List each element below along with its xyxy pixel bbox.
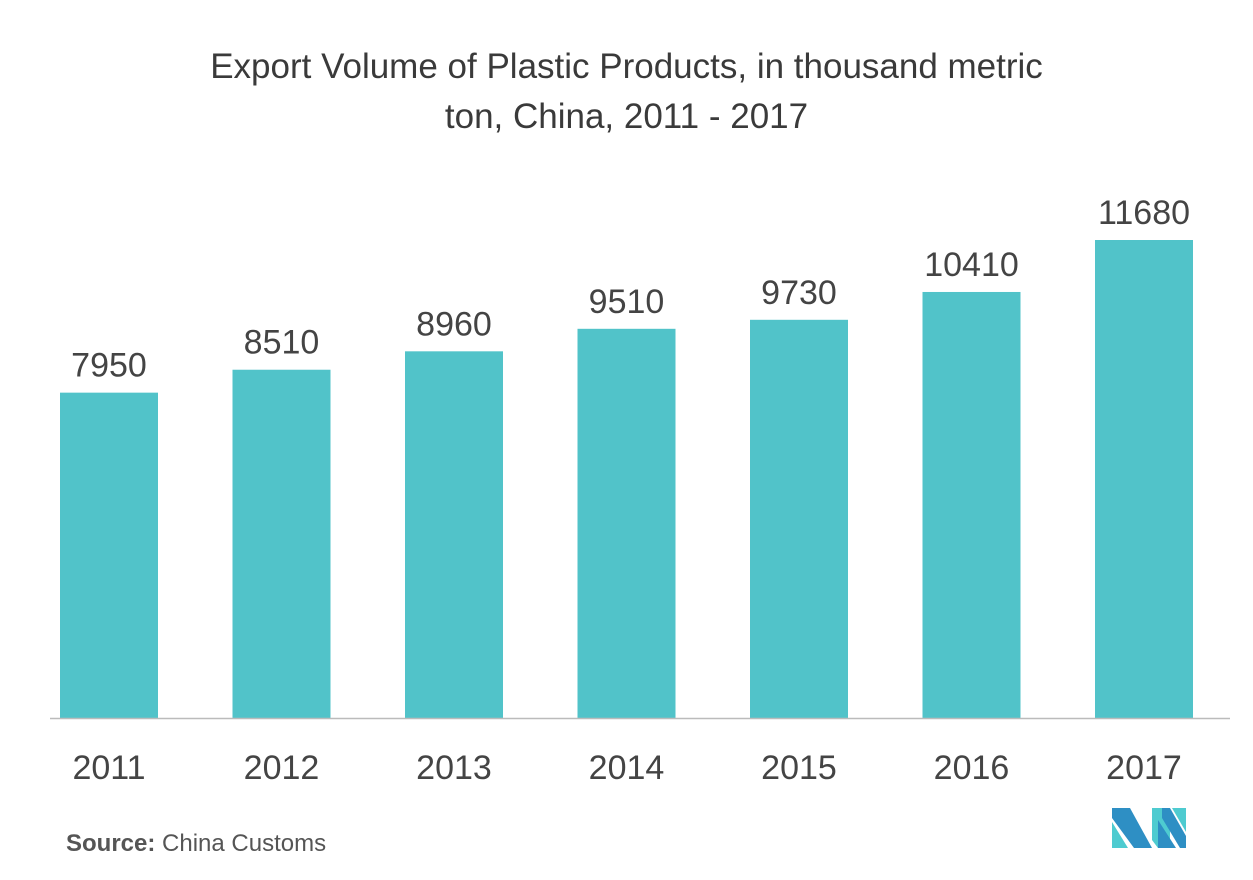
x-tick-label-2015: 2015: [761, 749, 837, 787]
bar-2015: [750, 319, 848, 718]
chart-title: Export Volume of Plastic Products, in th…: [0, 42, 1253, 142]
bar-2014: [577, 328, 676, 718]
source-note: Source: China Customs: [66, 830, 326, 858]
bar-2013: [405, 351, 503, 718]
bar-2011: [60, 392, 158, 718]
source-label: Source:: [66, 830, 156, 857]
data-label-2012: 8510: [244, 324, 320, 362]
mordor-logo-icon: [1112, 808, 1186, 848]
chart-title-line2: ton, China, 2011 - 2017: [444, 97, 809, 136]
source-text: China Customs: [162, 830, 327, 857]
data-label-2014: 9510: [589, 283, 665, 321]
bar-2012: [232, 369, 331, 718]
chart-title-line1: Export Volume of Plastic Products, in th…: [210, 47, 1043, 86]
data-label-2016: 10410: [924, 246, 1019, 284]
data-label-2011: 7950: [71, 347, 147, 385]
data-label-2015: 9730: [761, 274, 837, 312]
x-tick-label-2011: 2011: [72, 749, 145, 787]
data-label-2017: 11680: [1098, 194, 1190, 232]
bar-2016: [922, 291, 1021, 718]
x-tick-label-2016: 2016: [934, 749, 1010, 787]
x-tick-label-2014: 2014: [589, 749, 665, 787]
x-tick-label-2012: 2012: [244, 749, 320, 787]
x-tick-label-2017: 2017: [1106, 749, 1182, 787]
x-tick-label-2013: 2013: [416, 749, 492, 787]
bar-2017: [1095, 240, 1193, 718]
data-label-2013: 8960: [416, 305, 492, 343]
